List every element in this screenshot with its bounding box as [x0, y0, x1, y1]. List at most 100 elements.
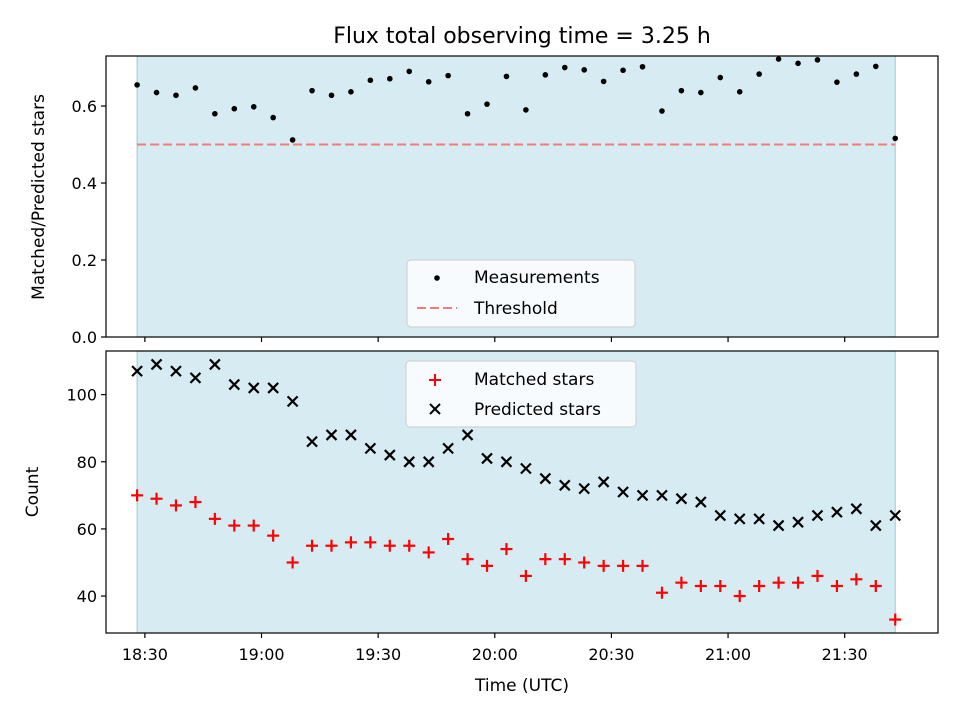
predicted-star-stroke: [811, 509, 824, 522]
predicted-star-stroke: [520, 462, 532, 475]
measurement-point: [134, 82, 140, 88]
predicted-star-stroke: [306, 435, 318, 448]
matched-star-point: [306, 539, 319, 552]
matched-star-point: [150, 492, 163, 505]
predicted-star-point: [364, 442, 377, 455]
predicted-star-point: [714, 509, 727, 522]
predicted-star-stroke: [481, 452, 493, 465]
predicted-star-point: [286, 395, 299, 408]
matched-star-point: [811, 569, 824, 582]
x-tick-label: 21:00: [705, 645, 751, 664]
predicted-star-point: [345, 429, 357, 441]
predicted-star-point: [131, 365, 143, 377]
predicted-star-stroke: [656, 489, 668, 502]
predicted-star-stroke: [131, 365, 143, 377]
predicted-star-stroke: [422, 456, 435, 468]
predicted-star-point: [656, 489, 668, 502]
measurement-point: [464, 110, 471, 117]
predicted-star-point: [870, 519, 882, 532]
measurement-point: [659, 108, 665, 114]
predicted-star-point: [695, 496, 707, 508]
matched-star-point: [169, 499, 182, 512]
predicted-star-stroke: [714, 509, 727, 522]
bottom-legend-box: [405, 360, 637, 428]
predicted-star-point: [384, 449, 396, 461]
legend-predicted-marker: [429, 403, 441, 415]
predicted-star-point: [617, 486, 629, 498]
predicted-star-stroke: [733, 513, 746, 525]
predicted-star-stroke: [247, 382, 260, 394]
predicted-star-point: [422, 456, 435, 468]
predicted-star-stroke: [189, 372, 202, 384]
measurement-point: [756, 71, 762, 77]
predicted-star-point: [520, 462, 532, 475]
predicted-star-point: [597, 476, 610, 488]
matched-star-point: [228, 519, 241, 532]
matched-stars-points: [131, 489, 902, 626]
predicted-star-stroke: [286, 395, 299, 408]
top-legend: Measurements Threshold: [406, 259, 636, 328]
measurement-point: [892, 135, 899, 142]
measurement-point: [153, 89, 160, 96]
predicted-star-stroke: [325, 429, 338, 441]
matched-star-point: [539, 553, 552, 566]
predicted-star-point: [675, 492, 688, 505]
measurement-point: [620, 67, 626, 74]
bottom-y-tick-label: 60: [77, 520, 97, 539]
measurement-point: [639, 63, 646, 70]
top-plot-frame: [105, 55, 939, 338]
matched-star-point: [578, 556, 591, 569]
top-panel: 0.0 0.2 0.4 0.6 Flux total observing time =…: [29, 24, 939, 347]
bottom-y-label: Count: [23, 466, 43, 517]
predicted-star-point: [792, 516, 804, 528]
measurement-point: [387, 75, 393, 82]
predicted-star-stroke: [889, 509, 902, 522]
predicted-star-point: [850, 503, 863, 515]
legend-measurements-marker: [434, 275, 440, 281]
measurement-point: [192, 85, 199, 91]
predicted-star-stroke: [558, 479, 571, 492]
matched-star-point: [655, 586, 668, 599]
measurement-point: [698, 89, 704, 96]
measurement-point: [561, 64, 568, 71]
bottom-plot-frame: [105, 350, 939, 634]
matched-star-point: [247, 519, 260, 532]
predicted-star-stroke: [636, 489, 649, 502]
measurement-point: [289, 137, 296, 143]
measurement-point: [853, 71, 860, 77]
predicted-star-stroke: [695, 496, 707, 508]
measurement-point: [173, 92, 179, 99]
legend-threshold-label: Threshold: [473, 299, 558, 319]
measurement-point: [250, 104, 257, 110]
measurement-point: [367, 77, 374, 84]
x-tick-label: 19:30: [355, 645, 401, 664]
matched-star-point: [422, 546, 435, 559]
matched-star-point: [461, 553, 474, 566]
predicted-star-stroke: [228, 378, 241, 391]
predicted-star-point: [500, 456, 513, 468]
predicted-star-point: [325, 429, 338, 441]
matched-star-point: [442, 533, 455, 545]
bottom-y-ticks: 40 60 80 100: [66, 386, 106, 606]
matched-star-point: [519, 569, 532, 582]
measurement-point: [523, 107, 529, 113]
measurement-point: [484, 101, 490, 107]
predicted-star-point: [481, 452, 493, 465]
predicted-star-stroke: [578, 482, 590, 495]
legend-predicted-label: Predicted stars: [474, 400, 601, 420]
predicted-star-point: [753, 513, 765, 525]
matched-star-point: [344, 536, 357, 549]
predicted-star-stroke: [772, 519, 785, 532]
predicted-star-point: [558, 479, 571, 492]
predicted-star-point: [772, 519, 785, 532]
predicted-star-stroke: [442, 442, 454, 455]
predicted-star-stroke: [403, 456, 416, 468]
matched-star-point: [267, 529, 280, 542]
predicted-star-point: [636, 489, 649, 502]
predicted-star-stroke: [597, 476, 610, 488]
matched-star-point: [850, 573, 863, 586]
predicted-star-stroke: [539, 472, 552, 485]
bottom-panel: 40 60 80 100 18:30 19:00 19:30 20:00 20:30 21:00…: [23, 350, 939, 696]
matched-star-point: [325, 539, 338, 552]
